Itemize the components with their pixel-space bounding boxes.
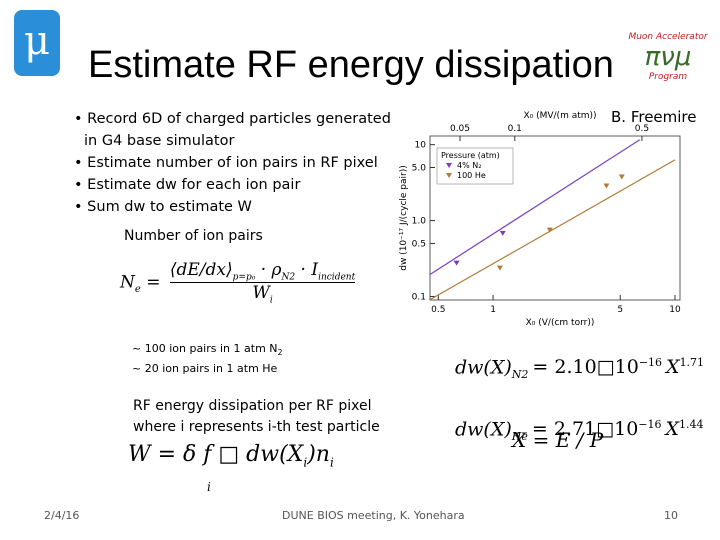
formula-part: i (303, 455, 308, 470)
legend-marker (446, 163, 452, 168)
bullet-list: • Record 6D of charged particles generat… (74, 108, 391, 218)
fit-part: = 2.10□10 (532, 356, 639, 379)
data-point (453, 260, 460, 266)
formula-part: W = δ f □ dw(X (128, 442, 304, 467)
y-tick-label: 0.1 (412, 293, 426, 303)
formula-part: W (252, 283, 270, 304)
fit-line (429, 159, 676, 301)
x2-tick-label: 0.05 (450, 124, 470, 134)
legend-label: 100 He (457, 171, 486, 180)
fit-line (429, 139, 641, 276)
logo-text: Muon Accelerator (628, 32, 708, 42)
bullet-text: in G4 base simulator (84, 133, 235, 149)
plot-frame (429, 135, 681, 301)
x-tick-label: 1 (490, 305, 496, 315)
y-tick-label: 0.5 (412, 239, 426, 249)
fit-part: He (511, 430, 528, 444)
note: ~ 20 ion pairs in 1 atm He (132, 362, 278, 376)
formula: W = δ f □ dw(Xi)ni (128, 442, 334, 469)
slide-title: Estimate RF energy dissipation (88, 44, 614, 86)
formula-part: incident (318, 272, 356, 283)
formula-part: I (311, 260, 319, 280)
x-tick-label: 5 (617, 305, 623, 315)
fit-part: −16 (638, 418, 662, 432)
bullet: • Estimate dw for each ion pair (74, 177, 301, 193)
formula-part: i (207, 480, 211, 494)
formula-part: e (134, 283, 141, 295)
data-point (603, 183, 610, 189)
y-tick-label: 1.0 (412, 217, 427, 227)
logo-text: Program (648, 72, 688, 82)
x2-tick-label: 0.1 (508, 124, 522, 134)
y-tick-label: 5.0 (412, 164, 427, 174)
x-tick-label: 10 (669, 305, 681, 315)
heading: Number of ion pairs (124, 228, 263, 244)
footer-date: 2/4/16 (44, 509, 80, 522)
fit: dw(X)He = 2.71□10−16 X1.44 (455, 400, 704, 462)
bullet-text: Estimate dw for each ion pair (87, 177, 301, 193)
formula-part: N2 (281, 272, 296, 283)
bullet-text: Estimate number of ion pairs in RF pixel (87, 155, 378, 171)
credit: B. Freemire (611, 108, 697, 126)
formula-part: ρ (271, 260, 282, 280)
bullet: • Sum dw to estimate W (74, 199, 252, 215)
bullet-text: Sum dw to estimate W (87, 199, 252, 215)
bullet: • Estimate number of ion pairs in RF pix… (74, 155, 378, 171)
formula-part: i (269, 295, 273, 306)
fit-part: dw(X) (455, 356, 512, 379)
formula: Ne = ⟨dE/dx⟩p=p₀ · ρN2 · Iincident Wi (120, 260, 356, 306)
bullet-text: Record 6D of charged particles generated (87, 111, 391, 127)
footer-center: DUNE BIOS meeting, K. Yonehara (282, 509, 465, 522)
rf-line: RF energy dissipation per RF pixel (133, 398, 372, 414)
formula-part: dE (176, 260, 200, 280)
fit-part: 1.44 (679, 418, 704, 432)
formula-part: i (329, 455, 334, 470)
legend-title: Pressure (atm) (441, 151, 500, 160)
fit: dw(X)N2 = 2.10□10−16 X1.71 (455, 338, 704, 400)
notes: ~ 100 ion pairs in 1 atm N2 ~ 20 ion pai… (132, 341, 283, 377)
fit-formulas: dw(X)N2 = 2.10□10−16 X1.71 dw(X)He = 2.71□10… (455, 338, 704, 462)
legend-label: 4% N₂ (457, 161, 481, 170)
rf-text: RF energy dissipation per RF pixel where… (133, 396, 380, 438)
y-tick-label: 10 (415, 141, 427, 151)
x-axis-title: X₀ (V/(cm torr)) (526, 318, 595, 328)
formula-part: N (120, 272, 135, 293)
x-tick-label: 0.5 (431, 305, 445, 315)
data-point (496, 265, 503, 271)
fit-part: = 2.71□10 (531, 418, 639, 441)
fit-part: X (665, 418, 680, 441)
data-point (546, 227, 553, 233)
fit-part: X (666, 356, 680, 379)
fit-part: −16 (638, 356, 663, 369)
x2-tick-label: 0.5 (635, 124, 649, 134)
x-definition: X = E / P (512, 428, 604, 452)
logo-mu: μ (14, 10, 60, 76)
fit-part: dw(X) (455, 418, 512, 441)
y-axis-title: dw (10⁻¹⁷ J/(cycle pair)) (399, 165, 409, 271)
fit-part: N2 (511, 368, 529, 382)
formula-part: p=p₀ (232, 272, 256, 283)
note: 2 (277, 348, 283, 358)
note: ~ 100 ion pairs in 1 atm N (132, 342, 278, 355)
footer-page: 10 (664, 509, 678, 522)
logo-map: Muon Accelerator πνμ Program (628, 32, 708, 82)
formula-part: dx (205, 260, 227, 280)
bullet: in G4 base simulator (74, 130, 391, 152)
data-point (618, 174, 625, 180)
rf-line: where i represents i-th test particle (133, 419, 380, 435)
bullet: • Record 6D of charged particles generat… (74, 111, 391, 127)
legend-marker (446, 173, 452, 178)
fit-part: 1.71 (679, 356, 705, 369)
formula-part: )n (307, 442, 330, 467)
data-point (499, 230, 506, 236)
x2-axis-title: X₀ (MV/(m atm)) (523, 111, 596, 121)
